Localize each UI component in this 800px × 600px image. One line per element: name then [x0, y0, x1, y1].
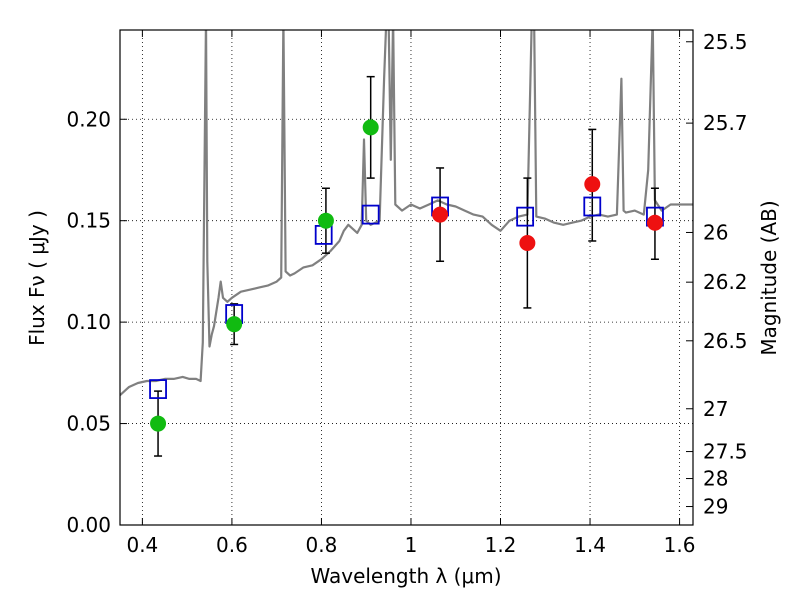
plot-frame — [119, 29, 694, 526]
right-tick-label: 26.5 — [703, 329, 748, 353]
x-tick-label: 1.4 — [574, 533, 606, 557]
right-tick-labels: 25.5 25.7 26 26.2 26.5 27 27.5 28 29 — [703, 30, 748, 519]
green-point — [150, 415, 167, 432]
y-tick-label: 0.05 — [66, 412, 111, 436]
spectrum-line — [120, 30, 693, 397]
error-bars — [154, 75, 659, 457]
x-tick-label: 0.6 — [216, 533, 248, 557]
y-axis-title: Flux Fν ( μJy ) — [25, 210, 49, 346]
green-point — [226, 316, 243, 333]
y-tick-label: 0.10 — [66, 310, 111, 334]
x-axis-title: Wavelength λ (μm) — [310, 564, 501, 588]
x-tick-labels: 0.4 0.6 0.8 1 1.2 1.4 1.6 — [126, 533, 695, 557]
y-tick-label: 0.00 — [66, 513, 111, 537]
grid — [120, 30, 693, 526]
green-point — [317, 212, 334, 229]
right-tick-label: 27.5 — [703, 440, 748, 464]
right-tick-label: 25.5 — [703, 30, 748, 54]
right-tick-label: 28 — [703, 467, 728, 491]
right-tick-label: 26.2 — [703, 270, 748, 294]
red-point — [584, 176, 601, 193]
model-point — [149, 379, 167, 399]
right-tick-label: 27 — [703, 397, 728, 421]
x-tick-label: 1.6 — [664, 533, 696, 557]
model-points — [149, 196, 664, 399]
observed-points — [150, 119, 663, 432]
right-tick-label: 29 — [703, 495, 728, 519]
right-tick-label: 26 — [703, 220, 728, 244]
model-point — [314, 224, 333, 245]
red-point — [519, 235, 536, 252]
spectrum-series — [120, 30, 693, 397]
y-tick-label: 0.20 — [66, 107, 111, 131]
model-point — [516, 206, 535, 227]
right-tick-label: 25.7 — [703, 111, 748, 135]
y-tick-label: 0.15 — [66, 209, 111, 233]
green-point — [362, 119, 379, 136]
x-tick-label: 1 — [405, 533, 418, 557]
right-axis-title: Magnitude (AB) — [757, 200, 781, 355]
red-point — [432, 206, 449, 223]
x-tick-label: 0.4 — [126, 533, 158, 557]
y-tick-labels: 0.00 0.05 0.10 0.15 0.20 — [66, 107, 111, 537]
model-point — [583, 196, 602, 217]
x-tick-label: 1.2 — [485, 533, 517, 557]
model-point — [361, 204, 380, 225]
x-tick-label: 0.8 — [306, 533, 338, 557]
axis-ticks — [120, 30, 693, 526]
red-point — [646, 214, 663, 231]
